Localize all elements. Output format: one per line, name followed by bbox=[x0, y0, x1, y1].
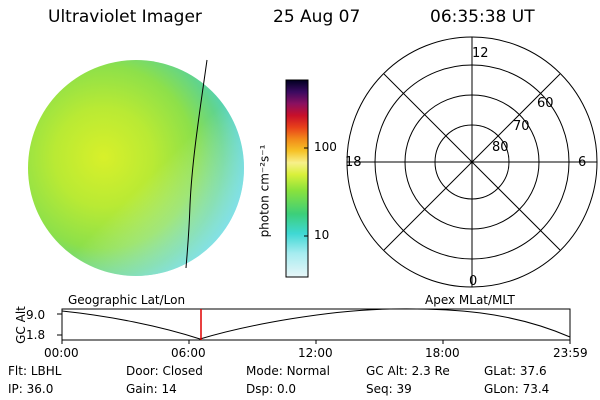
info-door: Door: Closed bbox=[126, 364, 203, 378]
gc-altitude-curve bbox=[61, 308, 571, 340]
mlt-label-18: 18 bbox=[345, 155, 362, 170]
mlt-label-12: 12 bbox=[472, 46, 489, 61]
info-gain: Gain: 14 bbox=[126, 382, 177, 396]
x-tick-1200: 12:00 bbox=[298, 346, 333, 360]
x-tick-0000: 00:00 bbox=[44, 346, 79, 360]
x-tick-1800: 18:00 bbox=[425, 346, 460, 360]
info-flt: Flt: LBHL bbox=[8, 364, 62, 378]
mlt-label-6: 6 bbox=[578, 155, 587, 170]
mlat-label-60: 60 bbox=[537, 96, 554, 111]
info-glat: GLat: 37.6 bbox=[484, 364, 547, 378]
timeline-right-caption: Apex MLat/MLT bbox=[425, 293, 515, 307]
mlt-label-0: 0 bbox=[469, 274, 478, 289]
colorbar-unit-label: photon cm⁻²s⁻¹ bbox=[257, 144, 272, 238]
y-tick-1-8: 1.8 bbox=[26, 328, 46, 342]
info-dsp: Dsp: 0.0 bbox=[246, 382, 297, 396]
color-scale-bar bbox=[285, 79, 309, 278]
altitude-timeline bbox=[57, 308, 571, 344]
image-time: 06:35:38 UT bbox=[430, 7, 535, 27]
x-tick-2359: 23:59 bbox=[553, 346, 588, 360]
app-title: Ultraviolet Imager bbox=[48, 7, 202, 27]
uv-earth-image bbox=[28, 59, 244, 276]
polar-mlat-mlt-grid bbox=[346, 36, 598, 288]
info-gc-alt: GC Alt: 2.3 Re bbox=[366, 364, 450, 378]
image-date: 25 Aug 07 bbox=[273, 7, 361, 27]
mlat-label-70: 70 bbox=[513, 119, 530, 134]
colorbar-tick-10: 10 bbox=[314, 228, 330, 242]
y-tick-9: 9.0 bbox=[26, 308, 46, 322]
colorbar-tick-100: 100 bbox=[314, 140, 337, 154]
mlat-label-80: 80 bbox=[492, 140, 509, 155]
info-mode: Mode: Normal bbox=[246, 364, 330, 378]
terminator-line bbox=[185, 59, 208, 269]
timeline-left-caption: Geographic Lat/Lon bbox=[68, 293, 186, 307]
info-seq: Seq: 39 bbox=[366, 382, 412, 396]
x-tick-0600: 06:00 bbox=[171, 346, 206, 360]
info-glon: GLon: 73.4 bbox=[484, 382, 550, 396]
info-ip: IP: 36.0 bbox=[8, 382, 54, 396]
